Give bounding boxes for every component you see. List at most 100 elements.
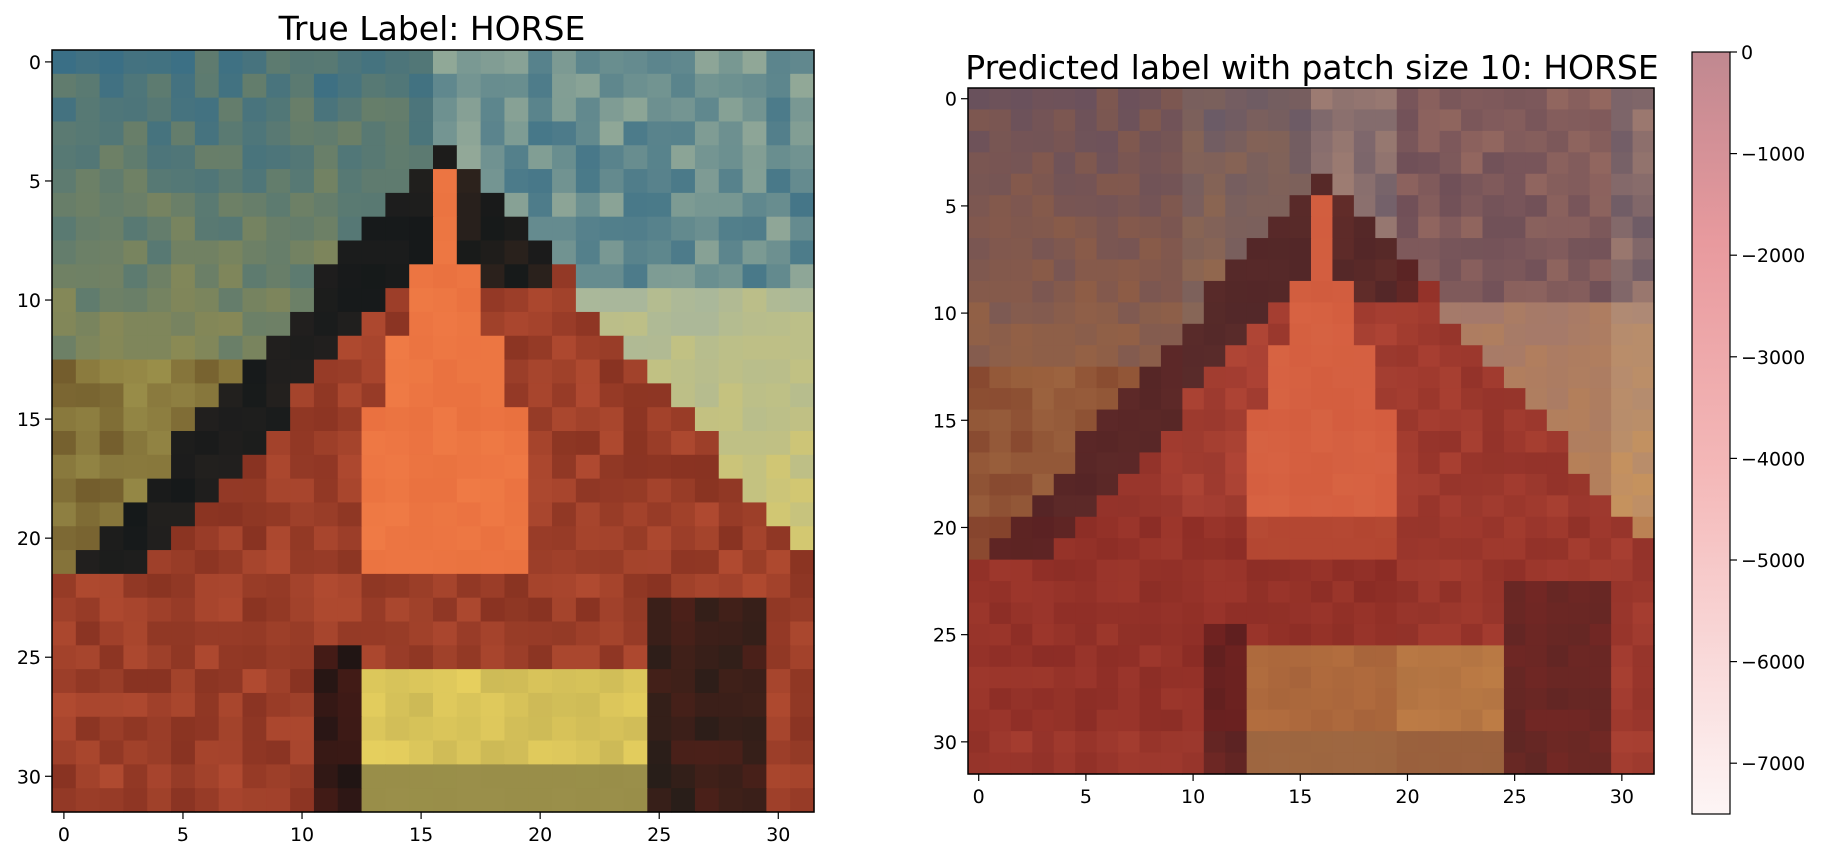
- pixel-cell: [194, 669, 220, 694]
- pixel-cell: [1525, 216, 1548, 239]
- pixel-cell: [1075, 645, 1098, 668]
- pixel-cell: [575, 169, 601, 194]
- pixel-cell: [1589, 152, 1612, 175]
- pixel-cell: [575, 716, 601, 742]
- pixel-cell: [1589, 559, 1612, 582]
- pixel-cell: [1160, 731, 1183, 754]
- pixel-cell: [1246, 538, 1269, 561]
- pixel-cell: [433, 740, 458, 765]
- pixel-cell: [1396, 452, 1419, 475]
- pixel-cell: [1053, 452, 1076, 475]
- pixel-cell: [290, 573, 315, 599]
- pixel-cell: [1032, 130, 1055, 153]
- pixel-cell: [1075, 538, 1098, 561]
- pixel-cell: [1160, 216, 1183, 239]
- pixel-cell: [147, 407, 172, 432]
- pixel-cell: [337, 454, 363, 480]
- pixel-cell: [694, 788, 720, 813]
- pixel-cell: [1182, 280, 1205, 303]
- pixel-cell: [1225, 645, 1248, 668]
- pixel-cell: [480, 788, 506, 813]
- pixel-cell: [385, 526, 410, 551]
- pixel-cell: [433, 145, 458, 170]
- pixel-cell: [1268, 280, 1291, 303]
- pixel-cell: [385, 50, 410, 75]
- pixel-cell: [1611, 581, 1634, 604]
- pixel-cell: [1053, 409, 1076, 432]
- pixel-cell: [552, 740, 577, 765]
- pixel-cell: [337, 359, 363, 384]
- pixel-cell: [123, 359, 148, 384]
- pixel-cell: [433, 478, 458, 504]
- pixel-cell: [1632, 431, 1655, 454]
- pixel-cell: [1375, 559, 1398, 582]
- pixel-cell: [1139, 280, 1162, 303]
- y-tick-label: 25: [933, 625, 957, 647]
- pixel-cell: [1546, 731, 1569, 754]
- pixel-cell: [1160, 409, 1183, 432]
- pixel-cell: [171, 50, 196, 75]
- pixel-cell: [1418, 345, 1441, 368]
- pixel-cell: [989, 345, 1012, 368]
- pixel-cell: [1353, 752, 1376, 775]
- pixel-cell: [1375, 238, 1398, 261]
- pixel-cell: [1568, 388, 1591, 411]
- pixel-cell: [337, 764, 363, 789]
- pixel-cell: [1182, 752, 1205, 775]
- y-tick-label: 20: [933, 517, 957, 539]
- y-tick-label: 10: [17, 290, 41, 312]
- pixel-cell: [147, 145, 172, 170]
- pixel-cell: [552, 73, 577, 99]
- pixel-cell: [52, 764, 77, 789]
- pixel-cell: [968, 645, 991, 668]
- pixel-cell: [1268, 195, 1291, 218]
- pixel-cell: [1311, 602, 1334, 625]
- pixel-cell: [989, 173, 1012, 196]
- pixel-cell: [409, 716, 434, 742]
- pixel-cell: [1396, 752, 1419, 775]
- pixel-cell: [1010, 495, 1033, 518]
- pixel-cell: [671, 431, 696, 456]
- pixel-cell: [599, 192, 625, 218]
- pixel-cell: [456, 359, 482, 384]
- pixel-cell: [147, 454, 172, 480]
- pixel-cell: [671, 645, 696, 670]
- pixel-cell: [194, 788, 220, 813]
- pixel-cell: [718, 431, 744, 456]
- pixel-cell: [385, 145, 410, 170]
- pixel-cell: [1268, 559, 1291, 582]
- pixel-cell: [742, 597, 767, 623]
- pixel-cell: [1160, 623, 1183, 646]
- pixel-cell: [552, 764, 577, 789]
- pixel-cell: [171, 573, 196, 599]
- pixel-cell: [242, 359, 267, 384]
- pixel-cell: [1589, 238, 1612, 261]
- pixel-cell: [1075, 173, 1098, 196]
- pixel-cell: [1053, 602, 1076, 625]
- pixel-cell: [1182, 388, 1205, 411]
- pixel-cell: [694, 264, 720, 289]
- pixel-cell: [99, 73, 125, 99]
- pixel-cell: [1461, 409, 1484, 432]
- pixel-cell: [968, 388, 991, 411]
- pixel-cell: [1010, 130, 1033, 153]
- pixel-cell: [552, 550, 577, 575]
- pixel-cell: [694, 73, 720, 99]
- pixel-cell: [1589, 216, 1612, 239]
- pixel-cell: [1289, 173, 1312, 196]
- pixel-cell: [313, 621, 339, 646]
- pixel-cell: [694, 502, 720, 527]
- pixel-cell: [266, 740, 291, 765]
- pixel-cell: [1482, 323, 1505, 346]
- pixel-cell: [647, 692, 672, 718]
- pixel-cell: [1160, 238, 1183, 261]
- pixel-cell: [266, 454, 291, 480]
- pixel-cell: [1353, 259, 1376, 282]
- pixel-cell: [718, 526, 744, 551]
- pixel-cell: [623, 478, 648, 504]
- pixel-cell: [1568, 152, 1591, 175]
- pixel-cell: [1611, 152, 1634, 175]
- pixel-cell: [1632, 366, 1655, 389]
- pixel-cell: [647, 573, 672, 599]
- pixel-cell: [742, 669, 767, 694]
